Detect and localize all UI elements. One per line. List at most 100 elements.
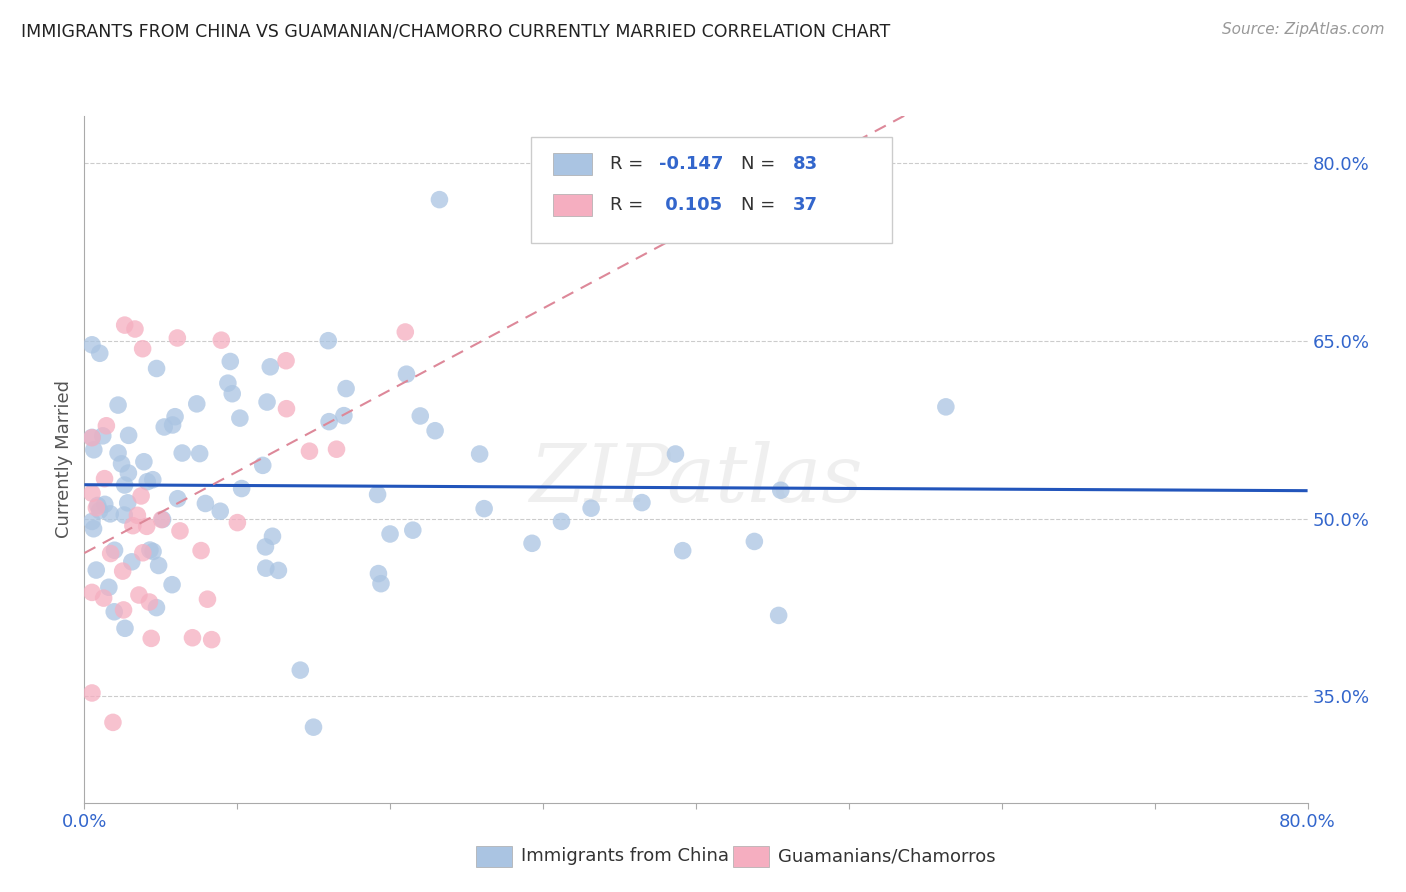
Point xyxy=(114,478,136,492)
Point xyxy=(262,529,284,543)
Point xyxy=(114,621,136,635)
Point xyxy=(89,503,111,517)
Point xyxy=(335,382,357,396)
Text: -0.147: -0.147 xyxy=(659,155,724,173)
Point xyxy=(80,515,103,529)
Point xyxy=(166,331,188,345)
Point xyxy=(209,504,232,518)
Point xyxy=(122,518,145,533)
Point xyxy=(935,400,957,414)
Point xyxy=(101,715,124,730)
Point xyxy=(129,489,152,503)
Point xyxy=(148,558,170,573)
Point xyxy=(221,386,243,401)
Point xyxy=(91,429,114,443)
Point xyxy=(136,475,159,489)
Point xyxy=(370,576,392,591)
Point xyxy=(80,486,103,500)
Point xyxy=(84,563,107,577)
Point xyxy=(165,409,187,424)
Point xyxy=(89,346,111,360)
Point xyxy=(112,603,135,617)
Point xyxy=(87,499,110,513)
Point xyxy=(80,585,103,599)
Text: R =: R = xyxy=(610,155,650,173)
Point xyxy=(229,411,252,425)
Point xyxy=(172,446,194,460)
Point xyxy=(107,398,129,412)
Point xyxy=(664,447,686,461)
Point xyxy=(93,591,115,606)
Point xyxy=(468,447,491,461)
Point xyxy=(254,561,277,575)
Point xyxy=(520,536,543,550)
Point xyxy=(141,632,163,646)
Text: 83: 83 xyxy=(793,155,818,173)
Point xyxy=(744,534,766,549)
Point xyxy=(80,431,103,445)
Point xyxy=(128,588,150,602)
Point xyxy=(117,496,139,510)
Point xyxy=(318,415,340,429)
Point xyxy=(121,555,143,569)
Point xyxy=(96,418,118,433)
Point xyxy=(97,580,120,594)
Point xyxy=(150,512,173,526)
Point xyxy=(201,632,224,647)
Point xyxy=(274,353,297,368)
Point xyxy=(114,318,136,332)
Point xyxy=(194,496,217,510)
Bar xyxy=(733,847,769,867)
Point xyxy=(152,512,174,526)
Point xyxy=(110,457,132,471)
Point xyxy=(94,497,117,511)
Point xyxy=(107,446,129,460)
Text: ZIPatlas: ZIPatlas xyxy=(529,442,863,519)
Point xyxy=(162,417,184,432)
Point xyxy=(217,376,239,391)
Point xyxy=(672,543,695,558)
Point xyxy=(117,428,139,442)
Point xyxy=(132,546,155,560)
FancyBboxPatch shape xyxy=(531,136,891,243)
Bar xyxy=(475,847,512,867)
Point xyxy=(394,325,416,339)
Text: Guamanians/Chamorros: Guamanians/Chamorros xyxy=(778,847,995,865)
Point xyxy=(333,409,356,423)
Point xyxy=(139,543,162,558)
Point xyxy=(378,527,401,541)
Point xyxy=(93,472,115,486)
Point xyxy=(83,442,105,457)
Point xyxy=(325,442,347,457)
Point xyxy=(186,397,208,411)
Text: 37: 37 xyxy=(793,196,818,214)
Point xyxy=(166,491,188,506)
Point xyxy=(302,720,325,734)
Y-axis label: Currently Married: Currently Married xyxy=(55,380,73,539)
Point xyxy=(142,473,165,487)
Point xyxy=(409,409,432,423)
Text: N =: N = xyxy=(741,155,782,173)
Point xyxy=(316,334,339,348)
Point xyxy=(219,354,242,368)
Point xyxy=(169,524,191,538)
Point xyxy=(472,501,495,516)
Text: R =: R = xyxy=(610,196,650,214)
Point xyxy=(103,543,125,558)
Point xyxy=(579,501,602,516)
Point xyxy=(188,447,211,461)
Point xyxy=(153,420,176,434)
Point xyxy=(402,523,425,537)
Point xyxy=(190,543,212,558)
Point xyxy=(290,663,312,677)
Point xyxy=(226,516,249,530)
Point xyxy=(83,522,105,536)
Point xyxy=(80,338,103,352)
Point xyxy=(127,508,149,523)
Point xyxy=(98,507,121,521)
Point xyxy=(80,430,103,444)
Point xyxy=(197,592,219,607)
Point xyxy=(103,605,125,619)
Point xyxy=(138,595,160,609)
Point xyxy=(252,458,274,473)
